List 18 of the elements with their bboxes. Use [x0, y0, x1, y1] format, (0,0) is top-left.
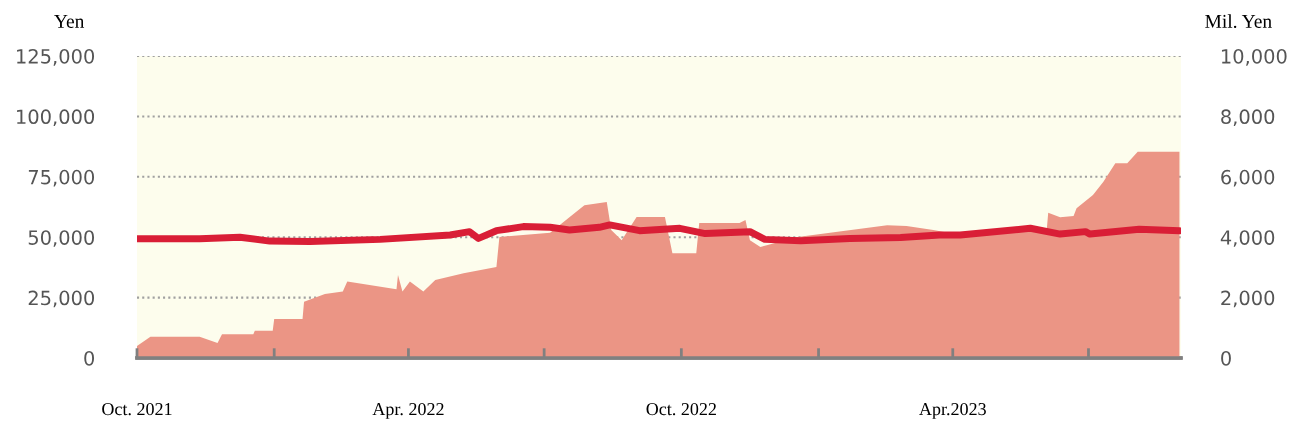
y2-tick-label: 8,000 — [1221, 109, 1275, 127]
x-tick-label: Oct. 2021 — [102, 402, 172, 416]
y2-tick-label: 10,000 — [1221, 48, 1287, 66]
y2-tick-label: 4,000 — [1220, 230, 1275, 247]
y2-tick-label: 0 — [1221, 350, 1231, 366]
x-tick-label: Apr. 2022 — [372, 402, 444, 419]
y-tick-label: 125,000 — [17, 48, 95, 66]
y-tick-label: 75,000 — [28, 169, 95, 187]
y2-axis-title: Mil. Yen — [1205, 14, 1272, 28]
y-axis-title: Yen — [54, 14, 85, 28]
y-tick-label: 50,000 — [28, 230, 95, 247]
y-tick-label: 0 — [84, 350, 95, 366]
y2-tick-label: 6,000 — [1221, 169, 1275, 187]
y-tick-label: 25,000 — [28, 290, 95, 308]
x-tick-label: Apr.2023 — [919, 402, 986, 419]
y2-tick-label: 2,000 — [1221, 290, 1275, 308]
x-tick-label: Oct. 2022 — [646, 402, 716, 416]
y-tick-label: 100,000 — [17, 109, 95, 127]
